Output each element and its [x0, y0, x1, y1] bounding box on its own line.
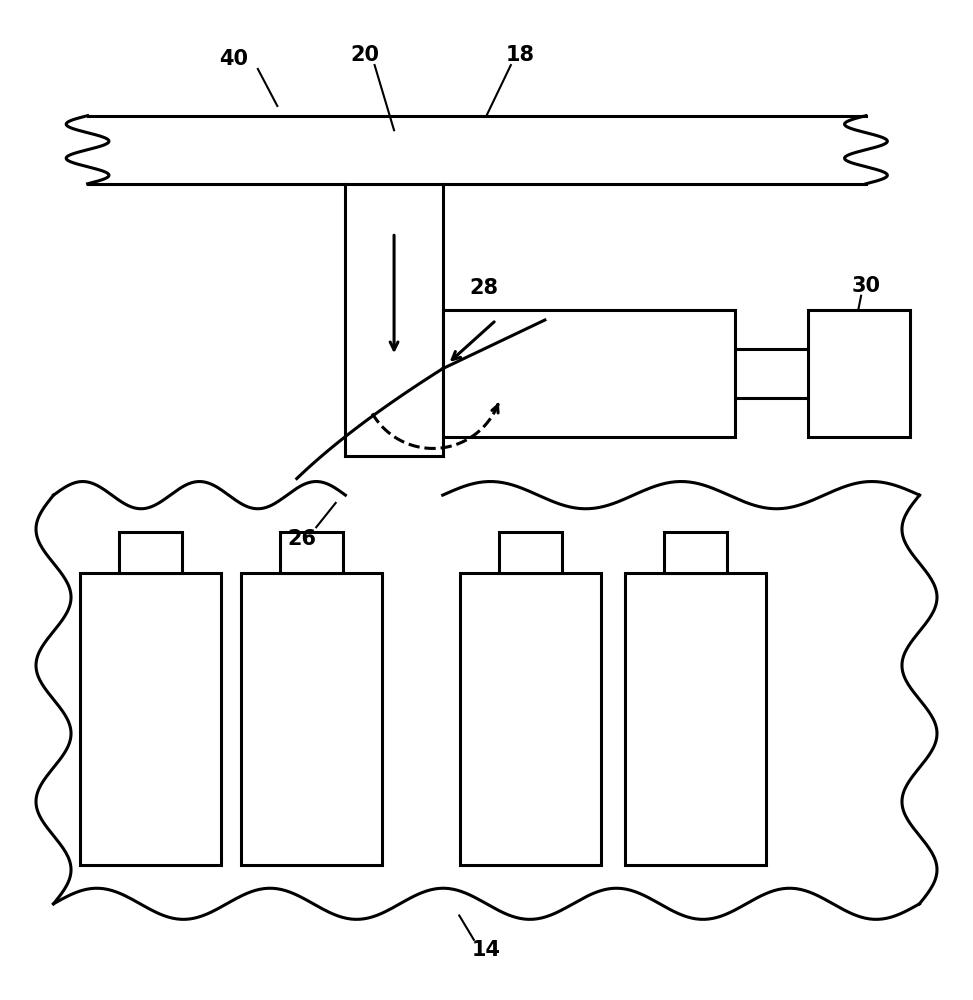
- Bar: [625, 573, 767, 865]
- Text: 18: 18: [506, 45, 535, 65]
- Text: 20: 20: [350, 45, 379, 65]
- Text: 30: 30: [851, 276, 881, 296]
- Bar: [460, 573, 601, 865]
- Bar: [499, 532, 562, 573]
- Text: 26: 26: [287, 529, 316, 549]
- Text: 28: 28: [469, 278, 498, 298]
- Bar: [808, 310, 910, 437]
- Bar: [119, 532, 183, 573]
- Bar: [280, 532, 342, 573]
- Bar: [80, 573, 221, 865]
- Text: 40: 40: [219, 49, 248, 69]
- Text: 14: 14: [472, 940, 501, 960]
- Bar: [664, 532, 728, 573]
- Bar: [241, 573, 381, 865]
- Bar: [443, 310, 735, 437]
